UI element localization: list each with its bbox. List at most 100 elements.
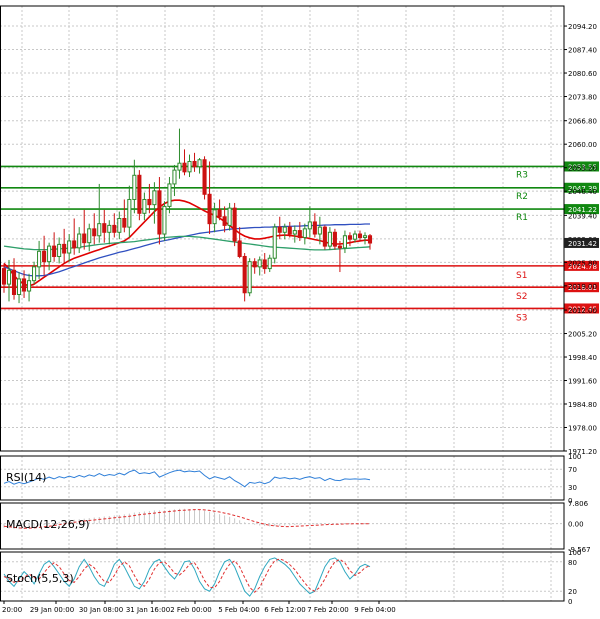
stoch-k-line	[3, 557, 371, 597]
panel-frame	[0, 502, 565, 550]
level-price-tag-text: 2047.39	[568, 185, 597, 193]
price-tick-label: 1991.60	[568, 378, 597, 386]
candle-body	[332, 231, 337, 247]
candle-body	[267, 257, 272, 270]
candle-body	[127, 198, 132, 228]
price-tick-label: 2080.60	[568, 70, 597, 78]
macd-title: MACD(12,26,9)	[6, 518, 90, 531]
candle-body	[152, 190, 157, 206]
last-price-tag	[564, 237, 599, 248]
candle-body	[307, 221, 312, 230]
candle-body	[287, 226, 292, 235]
panel-frames	[0, 5, 565, 602]
macd-tick-label: 7.806	[568, 500, 589, 508]
candle-body	[242, 255, 247, 294]
candle-body	[187, 160, 192, 173]
candle-body	[142, 198, 147, 214]
candle-body	[162, 205, 167, 235]
price-tick-label: 2053.20	[568, 165, 597, 173]
rsi-line	[3, 469, 371, 488]
candle-body	[1, 268, 7, 285]
level-price-tag	[564, 303, 599, 314]
time-tick-label: 30 Jan 08:00	[79, 606, 123, 614]
candle-body	[237, 240, 242, 257]
candle-body	[367, 235, 373, 244]
time-tick-label: 31 Jan 16:00	[126, 606, 170, 614]
time-tick-label: 2 Feb 00:00	[170, 606, 211, 614]
price-tick-label: 1978.00	[568, 425, 597, 433]
candle-body	[357, 233, 363, 238]
level-price-tag-text: 2041.22	[568, 206, 597, 214]
candle-body	[352, 233, 358, 240]
candle-body	[197, 159, 202, 168]
last-price-text: 2031.42	[568, 240, 597, 248]
stoch-tick-label: 80	[568, 559, 577, 567]
price-tick-label: 1971.20	[568, 448, 597, 456]
candle-body	[282, 226, 287, 233]
price-tick-label: 2066.80	[568, 118, 597, 126]
price-tick-label: 2094.20	[568, 23, 597, 31]
macd-panel: 7.806 0.00 -9.567 MACD(12,26,9)	[0, 500, 591, 554]
candle-body	[202, 159, 207, 195]
level-price-tag	[564, 282, 599, 293]
price-tick-label: 2039.40	[568, 212, 597, 220]
candle-body	[177, 162, 182, 171]
candle-body	[77, 233, 82, 249]
level-label-r3: R3	[516, 170, 528, 180]
candle-body	[11, 269, 17, 295]
macd-signal-line	[3, 509, 370, 529]
price-tick-label: 1998.40	[568, 354, 597, 362]
candle-body	[247, 261, 252, 294]
price-tick-label: 2005.20	[568, 331, 597, 339]
panel-frame	[0, 5, 565, 452]
time-tick-label: 28 Jan 20:00	[0, 606, 22, 614]
candle-body	[327, 231, 332, 247]
candle-body	[362, 235, 368, 238]
level-price-tag-text: 2053.55	[568, 163, 597, 171]
level-price-tag	[564, 204, 599, 215]
macd-tick-label: -9.567	[568, 546, 591, 554]
stoch-panel: 100 80 20 0 Stoch(5,5,3)	[0, 549, 581, 606]
candle-body	[97, 223, 102, 237]
grid-lines	[0, 6, 564, 601]
stoch-d-line	[3, 558, 371, 593]
candle-body	[207, 193, 212, 225]
price-tick-label: 2073.80	[568, 94, 597, 102]
time-tick-label: 9 Feb 04:00	[354, 606, 395, 614]
candle-body	[217, 209, 222, 218]
candle-body	[257, 259, 262, 268]
level-price-tag	[564, 260, 599, 271]
level-price-tag-text: 2012.45	[568, 305, 597, 313]
rsi-tick-label: 30	[568, 484, 577, 492]
candle-body	[222, 216, 227, 226]
stoch-title: Stoch(5,5,3)	[6, 572, 74, 585]
candle-body	[337, 245, 342, 249]
level-price-tag	[564, 182, 599, 193]
candle-body	[37, 250, 42, 268]
candle-body	[157, 190, 162, 235]
level-label-r1: R1	[516, 213, 528, 223]
candle-body	[42, 250, 47, 263]
candle-body	[52, 245, 57, 257]
candle-body	[347, 235, 352, 240]
candle-body	[212, 209, 217, 225]
price-tick-label: 2019.00	[568, 283, 597, 291]
candle-body	[227, 207, 232, 226]
candle-body	[302, 228, 307, 238]
candle-body	[252, 261, 257, 268]
price-tick-label: 2087.40	[568, 47, 597, 55]
candle-body	[312, 221, 317, 235]
price-tick-label: 2025.80	[568, 259, 597, 267]
rsi-panel: 100 70 30 0 RSI(14)	[0, 453, 581, 505]
ema-line-1	[3, 199, 370, 287]
candle-body	[27, 280, 32, 292]
candle-body	[297, 230, 302, 238]
candle-body	[317, 226, 322, 235]
candle-body	[107, 224, 112, 233]
candle-body	[102, 223, 107, 233]
price-tick-label: 2060.00	[568, 141, 597, 149]
level-label-s2: S2	[516, 292, 527, 302]
candle-body	[82, 233, 87, 244]
